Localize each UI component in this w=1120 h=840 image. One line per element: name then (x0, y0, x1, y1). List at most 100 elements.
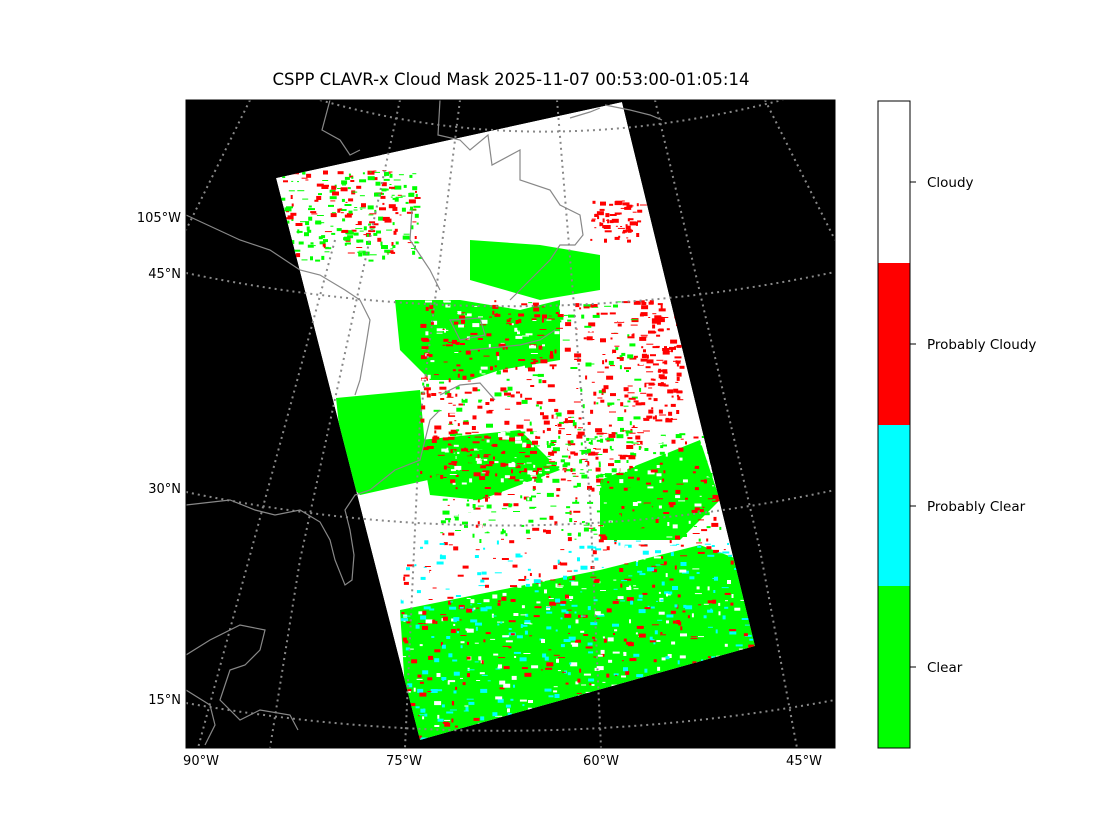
cloud-mask-pixel (611, 468, 617, 473)
cloud-mask-pixel (596, 211, 604, 216)
cloud-mask-pixel (494, 492, 502, 496)
cloud-mask-pixel (570, 367, 578, 369)
cloud-mask-pixel (523, 341, 530, 343)
cloud-mask-pixel (630, 324, 638, 326)
cloud-mask-pixel (407, 242, 413, 244)
cloud-mask-pixel (465, 586, 472, 589)
cloud-mask-pixel (426, 446, 434, 449)
cloud-mask-pixel (660, 445, 664, 449)
cloud-mask-pixel (427, 431, 435, 433)
cloud-mask-pixel (448, 386, 453, 388)
cloud-mask-pixel (605, 213, 610, 218)
cloud-mask-pixel (457, 462, 460, 464)
cloud-mask-pixel (463, 535, 466, 537)
cloud-mask-pixel (534, 590, 539, 593)
cloud-mask-pixel (555, 312, 559, 314)
cloud-mask-pixel (624, 394, 629, 398)
cloud-mask-pixel (384, 249, 391, 253)
cloud-mask-pixel (602, 327, 606, 329)
cloud-mask-pixel (526, 438, 530, 440)
cloud-mask-pixel (581, 310, 586, 315)
cloud-mask-pixel (337, 171, 344, 175)
cloud-mask-pixel (595, 548, 602, 551)
cloud-mask-pixel (400, 599, 404, 604)
cloud-mask-pixel (420, 576, 426, 580)
cloud-mask-pixel (687, 615, 690, 619)
cloud-mask-pixel (680, 626, 683, 631)
cloud-mask-pixel (349, 175, 354, 178)
cloud-mask-pixel (609, 445, 612, 449)
cloud-mask-pixel (480, 579, 485, 583)
cloud-mask-pixel (455, 487, 458, 490)
cloud-mask-pixel (712, 500, 718, 502)
cloud-mask-pixel (297, 190, 305, 192)
cloud-mask-pixel (296, 230, 303, 233)
cloud-mask-pixel (682, 610, 686, 613)
cloud-mask-pixel (718, 611, 721, 616)
cloud-mask-pixel (584, 372, 588, 374)
cloud-mask-pixel (525, 555, 531, 559)
cloud-mask-pixel (714, 576, 718, 581)
cloud-mask-pixel (519, 657, 527, 662)
cloud-mask-pixel (466, 608, 473, 613)
cloud-mask-pixel (633, 444, 636, 446)
cloud-mask-pixel (284, 217, 291, 220)
cloud-mask-pixel (425, 413, 431, 418)
cloud-mask-pixel (456, 628, 460, 631)
cloud-mask-pixel (455, 538, 458, 542)
cloud-mask-pixel (296, 253, 301, 258)
cloud-mask-pixel (499, 433, 504, 438)
cloud-mask-pixel (634, 378, 642, 381)
cloud-mask-pixel (510, 698, 514, 701)
cloud-mask-pixel (521, 667, 528, 670)
cloud-mask-pixel (538, 345, 543, 350)
cloud-mask-pixel (680, 477, 683, 482)
cloud-mask-pixel (470, 619, 478, 623)
cloud-mask-pixel (676, 410, 680, 414)
cloud-mask-pixel (548, 451, 555, 456)
cloud-mask-pixel (613, 673, 619, 676)
cloud-mask-pixel (675, 489, 681, 494)
cloud-mask-pixel (614, 322, 618, 324)
cloud-mask-pixel (431, 439, 437, 443)
cloud-mask-pixel (562, 464, 568, 468)
cloud-mask-pixel (730, 560, 734, 565)
cloud-mask-pixel (498, 664, 502, 669)
cloud-mask-pixel (484, 472, 489, 477)
cloud-mask-pixel (633, 355, 638, 358)
cloud-mask-pixel (631, 427, 638, 428)
cloud-mask-pixel (619, 365, 622, 370)
cloud-mask-pixel (558, 428, 565, 430)
cloud-mask-pixel (390, 196, 393, 198)
cloud-mask-pixel (453, 546, 459, 551)
cloud-mask-pixel (458, 311, 462, 315)
cloud-mask-pixel (568, 420, 573, 424)
cloud-mask-pixel (513, 651, 521, 654)
cloud-mask-pixel (671, 348, 673, 353)
cloud-mask-pixel (525, 445, 531, 447)
cloud-mask-pixel (568, 446, 572, 450)
cloud-mask-pixel (467, 380, 471, 382)
cloud-mask-pixel (594, 412, 600, 415)
cloud-mask-pixel (468, 553, 476, 558)
cloud-mask-pixel (612, 624, 618, 626)
cloud-mask-pixel (587, 545, 594, 549)
cloud-mask-pixel (577, 429, 582, 431)
cloud-mask-pixel (467, 544, 475, 549)
cloud-mask-pixel (360, 208, 363, 210)
left-label-15n: 15°N (148, 693, 181, 708)
cloud-mask-pixel (621, 580, 628, 582)
cloud-mask-pixel (466, 598, 471, 599)
cloud-mask-pixel (567, 410, 575, 415)
cloud-mask-pixel (331, 212, 336, 214)
cloud-mask-pixel (473, 466, 481, 468)
cloud-mask-pixel (729, 631, 737, 635)
cloud-mask-pixel (478, 524, 483, 529)
cloud-mask-pixel (588, 322, 596, 327)
cloud-mask-pixel (498, 488, 502, 493)
cloud-mask-pixel (548, 398, 556, 402)
cloud-mask-pixel (473, 472, 481, 477)
cloud-mask-pixel (503, 666, 510, 670)
cloud-mask-pixel (427, 691, 432, 693)
cloud-mask-pixel (409, 209, 417, 211)
